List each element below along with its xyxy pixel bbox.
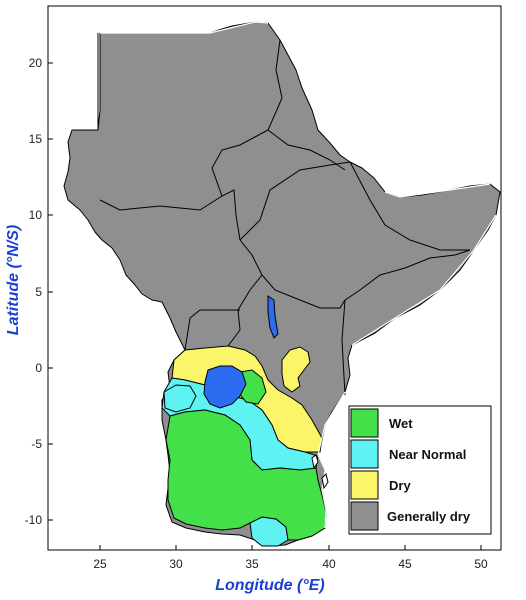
y-tick-label: 0 xyxy=(35,361,42,375)
legend: Wet Near Normal Dry Generally dry xyxy=(348,405,492,535)
y-tick-label: -10 xyxy=(25,513,43,527)
legend-swatch-generally-dry xyxy=(350,501,379,531)
x-axis-title: Longitude (°E) xyxy=(215,577,324,594)
zone-wet xyxy=(165,369,327,541)
lake-turkana xyxy=(267,295,279,339)
lake-victoria xyxy=(203,365,247,409)
legend-label-near-normal: Near Normal xyxy=(389,447,466,462)
x-tick-label: 40 xyxy=(322,557,336,571)
x-tick-label: 50 xyxy=(474,557,488,571)
legend-label-wet: Wet xyxy=(389,416,413,431)
y-tick-label: 5 xyxy=(35,285,42,299)
x-tick-label: 30 xyxy=(169,557,183,571)
legend-swatch-wet xyxy=(350,408,379,438)
x-tick-label: 35 xyxy=(245,557,259,571)
y-tick-label: -5 xyxy=(31,437,42,451)
legend-label-generally-dry: Generally dry xyxy=(387,509,471,524)
y-tick-label: 10 xyxy=(29,208,43,222)
y-tick-label: 15 xyxy=(29,132,43,146)
y-axis-title: Latitude (°N/S) xyxy=(5,225,22,335)
x-tick-label: 45 xyxy=(398,557,412,571)
y-axis: 20 15 10 5 0 -5 -10 Latitude (°N/S) xyxy=(5,56,53,527)
legend-swatch-near-normal xyxy=(350,439,379,469)
legend-swatch-dry xyxy=(350,470,379,500)
x-tick-label: 25 xyxy=(93,557,107,571)
y-tick-label: 20 xyxy=(29,56,43,70)
x-axis: 25 30 35 40 45 50 Longitude (°E) xyxy=(93,545,488,594)
legend-label-dry: Dry xyxy=(389,478,411,493)
